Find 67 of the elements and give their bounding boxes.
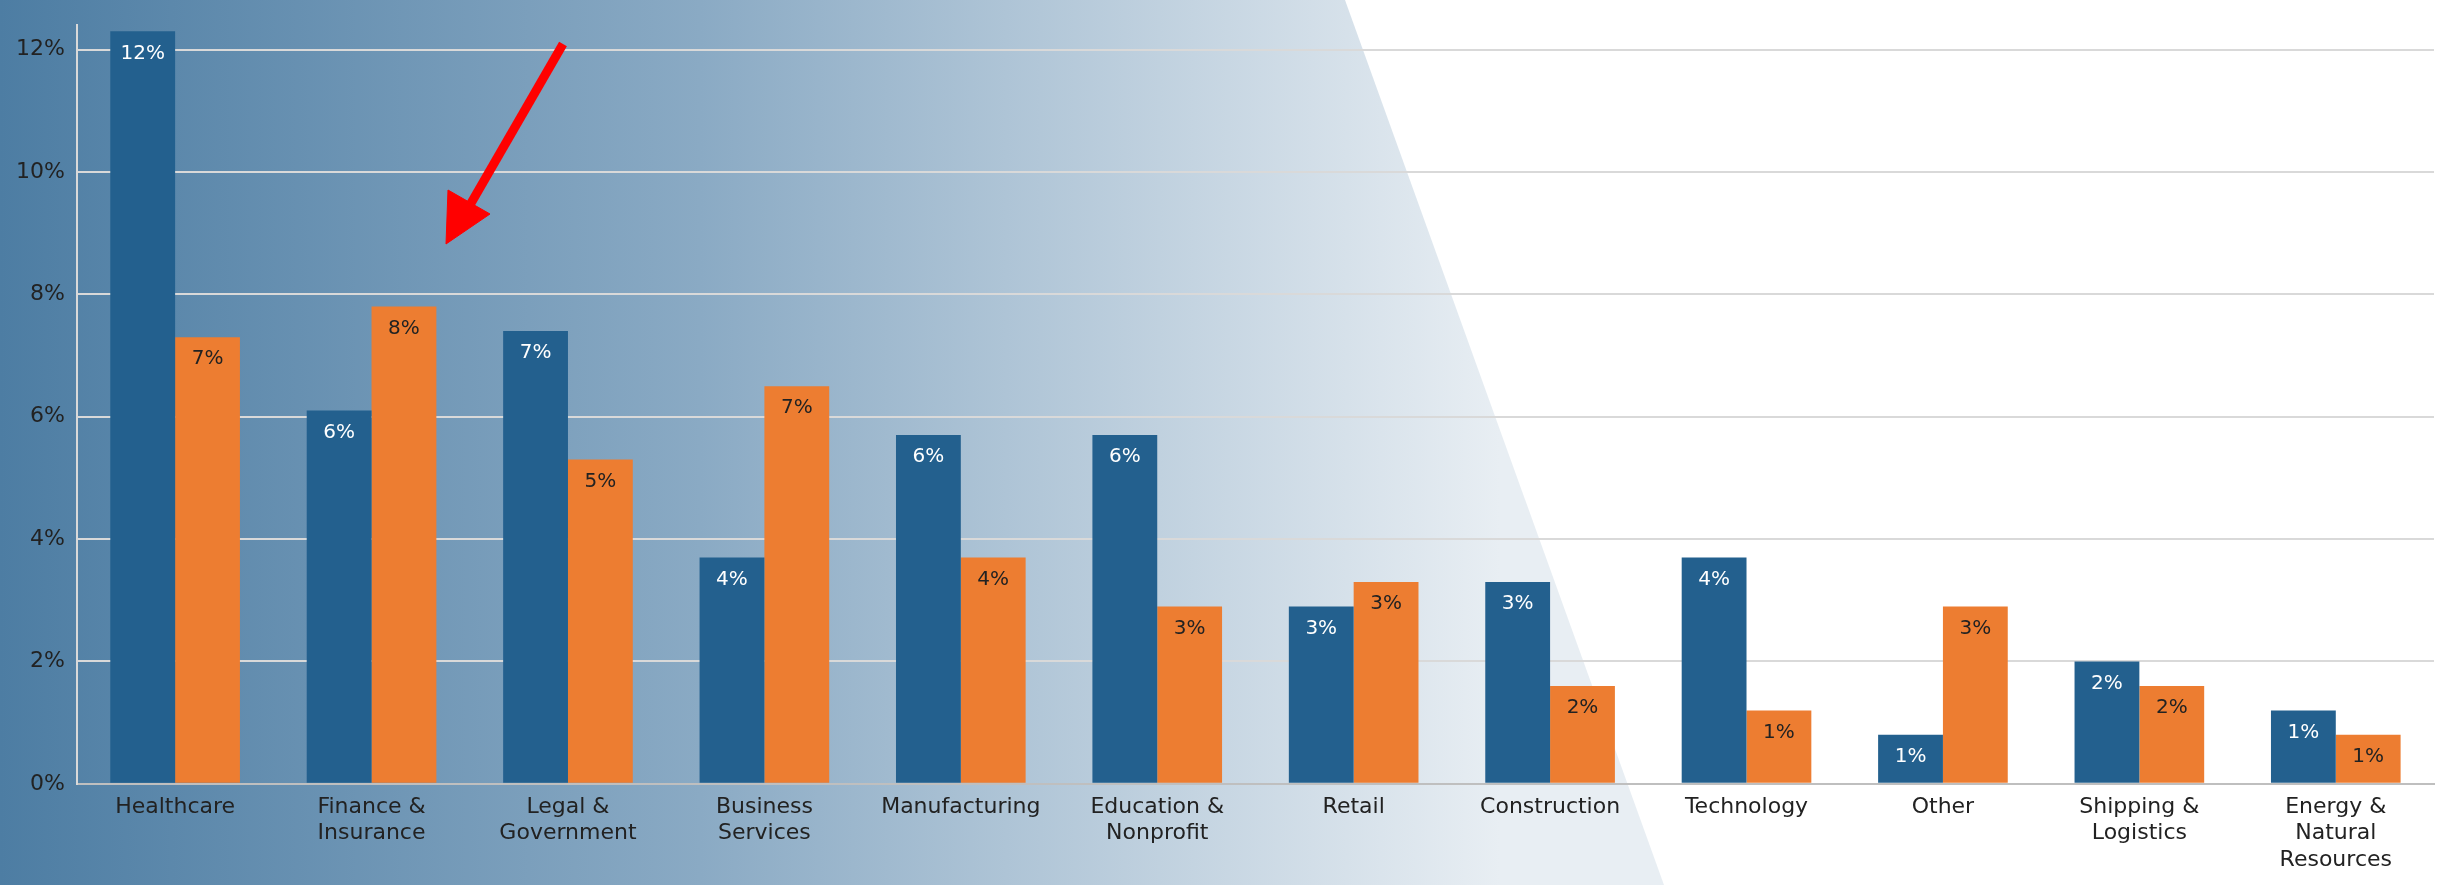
y-tick-label: 2% [29,647,65,673]
bar [1485,581,1551,783]
x-tick-label: Education & Nonprofit [1090,792,1225,845]
bar [1092,435,1158,783]
data-label: 3% [1305,614,1338,639]
x-tick-label: Business Services [715,792,813,845]
bar [2270,710,2336,783]
data-label: 1% [2352,743,2385,768]
data-label: 3% [1501,590,1534,615]
data-label: 6% [912,443,945,468]
data-label: 6% [323,418,355,443]
bar [1942,606,2008,783]
x-tick-label: Legal & Government [499,792,637,845]
bar [1550,685,1615,783]
bar [895,435,961,783]
bar [1353,581,1419,783]
y-tick-label: 12% [15,35,65,61]
data-label: 5% [584,467,617,492]
x-tick-label: Technology [1683,792,1809,818]
data-label: 3% [1370,590,1402,615]
bar [1288,606,1354,783]
bar [2139,685,2205,783]
data-label: 4% [716,565,748,590]
data-label: 1% [1894,743,1927,768]
data-label: 7% [519,339,552,364]
data-label: 2% [2155,694,2188,719]
x-tick-label: Shipping & Logistics [2079,792,2200,845]
bar [306,410,372,783]
y-tick-label: 10% [15,157,65,183]
data-label: 7% [191,345,224,370]
y-tick-label: 6% [29,402,65,428]
bar [2074,661,2140,783]
y-tick-label: 8% [29,280,65,306]
data-label: 2% [1566,694,1599,719]
x-tick-label: Energy & Natural Resources [2279,792,2392,871]
data-label: 1% [2287,718,2320,743]
bar [699,557,765,783]
bar [1157,606,1223,783]
bar [2335,734,2401,783]
bar [960,557,1026,783]
bar [1746,710,1812,783]
data-label: 4% [1698,565,1730,590]
bar [567,459,633,783]
x-tick-label: Construction [1480,792,1621,818]
bar [503,331,568,783]
bar [371,306,437,783]
data-label: 3% [1959,614,1992,639]
x-tick-label: Healthcare [115,792,236,818]
x-tick-label: Finance & Insurance [317,792,426,845]
bar [175,337,240,783]
x-tick-label: Manufacturing [881,792,1041,818]
y-tick-label: 0% [29,769,65,795]
data-label: 6% [1108,443,1141,468]
bar [1878,734,1943,783]
data-label: 1% [1763,718,1795,743]
y-tick-label: 4% [29,524,65,550]
data-label: 4% [977,565,1010,590]
bar [110,31,176,783]
data-label: 3% [1173,614,1206,639]
x-tick-label: Retail [1322,792,1385,818]
data-label: 7% [780,394,813,419]
bar [1681,557,1747,783]
data-label: 2% [2091,669,2123,694]
x-tick-label: Other [1911,792,1976,818]
data-label: 8% [388,314,420,339]
data-label: 12% [120,39,165,64]
bar [764,386,830,783]
